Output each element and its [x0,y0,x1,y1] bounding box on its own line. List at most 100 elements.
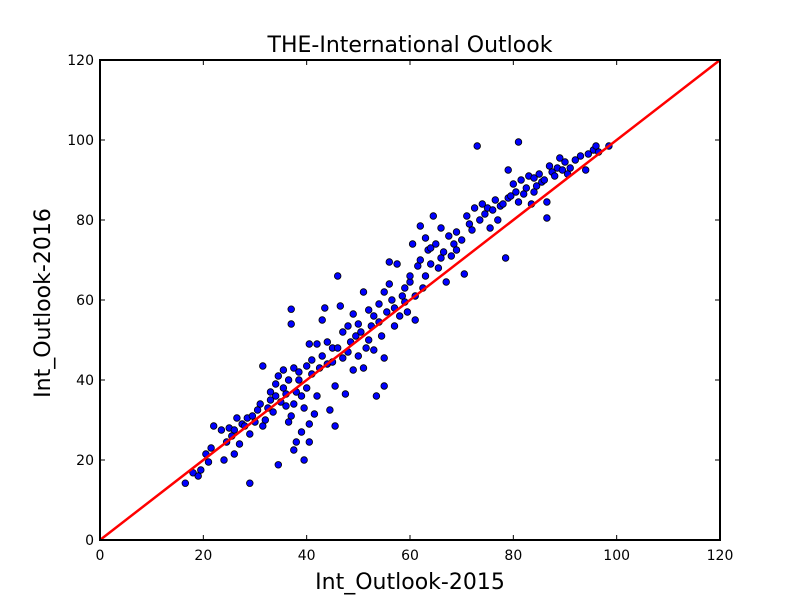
data-point [558,166,567,174]
data-point [439,248,448,256]
x-tick-label: 100 [603,548,630,564]
y-tick-label: 100 [67,133,94,149]
data-point [530,174,538,182]
data-point [442,278,450,286]
data-point [520,190,528,198]
data-point [377,332,386,340]
data-point [385,280,393,288]
data-point [318,352,326,360]
data-point [246,430,254,438]
data-point [272,380,280,388]
data-point [478,200,486,208]
data-point [344,322,352,330]
data-point [297,428,306,436]
data-point [292,438,300,446]
data-point [481,210,489,218]
x-tick-label: 0 [96,548,105,564]
data-point [233,414,241,422]
data-point [582,166,590,174]
data-point [305,340,313,348]
data-point [339,328,347,336]
data-point [556,154,564,162]
data-point [217,426,226,434]
data-point [194,472,202,480]
data-point [336,302,344,310]
data-point [365,306,373,314]
x-tick-label: 20 [194,548,212,564]
data-point [514,198,523,206]
data-point [248,412,257,420]
data-point [543,214,551,222]
data-point [303,362,311,370]
data-point [465,220,474,228]
data-point [362,344,370,352]
data-point [517,176,525,184]
data-point [204,458,213,466]
data-point [354,352,362,360]
data-point [476,216,484,224]
data-point [197,466,205,474]
data-point [571,156,579,164]
data-point [207,444,215,452]
data-point [339,354,347,362]
data-point [543,198,551,206]
y-tick-label: 0 [85,533,94,549]
data-point [279,384,288,392]
data-point [282,402,290,410]
data-point [310,410,319,418]
data-point [532,182,541,190]
data-point [501,254,510,262]
data-point [450,240,458,248]
data-point [403,308,412,316]
data-point [491,196,499,204]
data-point [584,150,592,158]
data-point [390,322,399,330]
y-tick-label: 120 [67,53,94,69]
data-point [507,192,515,200]
data-point [279,366,288,374]
ticks-layer: 0 20 40 60 80 100 120 0 20 40 60 80 100 120 [67,53,733,564]
data-point [349,310,357,318]
data-point [269,408,277,416]
data-point [359,364,368,372]
data-point [290,364,298,372]
data-point [401,284,409,292]
data-point [416,222,424,230]
y-tick-label: 40 [76,373,94,389]
data-point [357,328,365,336]
data-point [284,418,293,426]
data-point [470,204,479,212]
data-point [561,158,569,166]
data-point [352,332,360,340]
data-point [421,234,430,242]
data-point [427,244,435,252]
data-point [545,162,554,170]
data-point [326,406,334,414]
data-point [388,296,396,304]
data-point [295,368,303,376]
data-point [287,305,295,313]
data-point [334,272,342,280]
data-point [209,422,218,430]
data-point [284,376,293,384]
data-point [321,304,329,312]
data-point [318,316,326,324]
data-point [460,270,468,278]
data-point [530,188,538,196]
data-point [274,372,282,380]
x-tick-label: 120 [707,548,734,564]
data-point [300,404,308,412]
data-point [396,312,404,320]
data-point [230,426,238,434]
data-point [287,412,295,420]
data-point [230,450,238,458]
data-point [313,340,321,348]
data-point [290,446,298,454]
data-point [261,416,269,424]
data-point [181,479,189,487]
y-tick-label: 60 [76,293,94,309]
data-point [380,354,388,362]
data-point [287,320,295,328]
data-point [489,206,497,214]
data-point [313,392,321,400]
